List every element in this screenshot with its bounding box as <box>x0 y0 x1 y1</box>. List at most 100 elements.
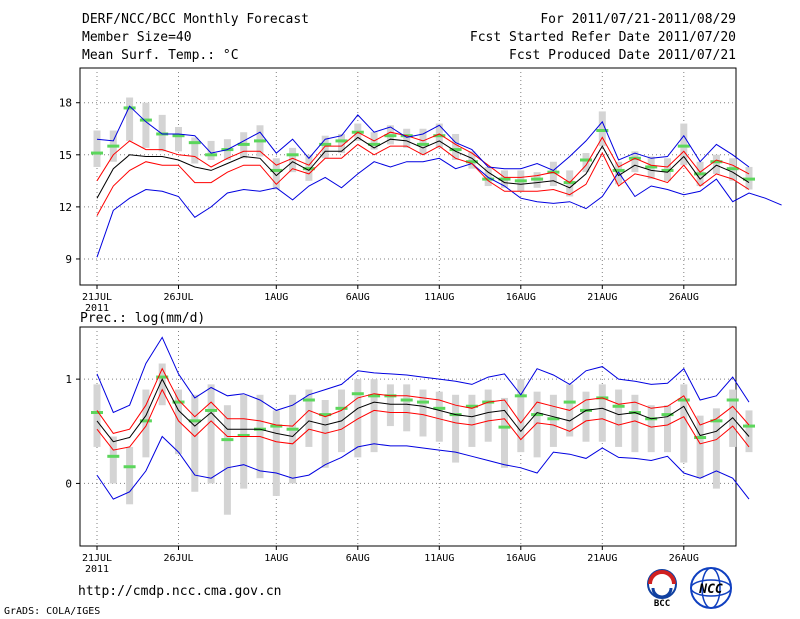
p2-ensemble-box <box>403 384 411 432</box>
p2-median-mark <box>417 400 429 404</box>
p1-median-mark <box>661 168 674 172</box>
p1-median-mark <box>172 134 185 138</box>
p1-ensemble-box <box>272 158 280 190</box>
p2-ensemble-box <box>549 394 557 447</box>
p2-ensemble-box <box>664 405 671 453</box>
p2-median-mark <box>726 398 739 402</box>
p1-median-mark <box>465 160 478 164</box>
p2-ensemble-box <box>109 436 117 484</box>
p2-median-mark <box>123 465 136 469</box>
forecast-period: For 2011/07/21-2011/08/29 <box>540 12 736 27</box>
variable-label-precip: Prec.: log(mm/d) <box>80 311 206 326</box>
p1-median-mark <box>139 118 152 122</box>
p1-ensemble-box <box>191 137 199 164</box>
p2-x-tick-label: 21AUG <box>587 553 617 564</box>
p2-median-mark <box>465 404 478 408</box>
p1-x-tick-label: 16AUG <box>506 292 536 303</box>
grads-credit: GrADS: COLA/IGES <box>4 606 101 617</box>
variable-label-temperature: Mean Surf. Temp.: °C <box>82 48 239 63</box>
p1-ensemble-box <box>207 140 215 161</box>
p2-median-mark <box>710 419 723 423</box>
p2-ensemble-box <box>745 410 753 453</box>
p1-series-lower <box>96 143 750 216</box>
p1-ensemble-box <box>93 130 101 167</box>
p2-median-mark <box>107 454 120 458</box>
bcc-logo-text: BCC <box>654 599 670 608</box>
p1-series-max-envelope <box>96 105 750 171</box>
p1-median-mark <box>612 168 625 172</box>
p2-ensemble-box <box>582 391 590 442</box>
p1-y-tick-label: 12 <box>59 201 72 214</box>
p1-median-mark <box>677 144 690 148</box>
chart-title: DERF/NCC/BCC Monthly Forecast <box>82 12 309 27</box>
p2-ensemble-box <box>419 389 427 437</box>
p1-median-mark <box>645 165 658 169</box>
p2-x-tick-label: 16AUG <box>506 553 536 564</box>
p2-ensemble-box <box>370 379 378 453</box>
p1-ensemble-box <box>598 111 606 147</box>
p1-ensemble-box <box>419 128 427 155</box>
p2-ensemble-box <box>289 394 297 484</box>
p2-ensemble-box <box>484 389 492 442</box>
p1-median-mark <box>743 177 755 181</box>
p2-ensemble-box <box>647 405 655 453</box>
p2-median-mark <box>612 404 625 408</box>
p2-series-max-envelope <box>96 336 750 414</box>
p2-median-mark <box>677 398 690 402</box>
source-url[interactable]: http://cmdp.ncc.cma.gov.cn <box>78 584 282 599</box>
p2-median-mark <box>156 375 169 379</box>
p1-x-tick-label: 26JUL <box>163 292 193 303</box>
p2-median-mark <box>172 400 185 404</box>
p2-median-mark <box>221 438 234 442</box>
p2-median-mark <box>433 406 446 410</box>
p2-series-upper <box>96 367 750 434</box>
p2-ensemble-box <box>386 384 394 427</box>
bcc-logo: BCC <box>647 569 677 608</box>
p1-ensemble-box <box>142 102 150 148</box>
p2-median-mark <box>368 394 381 398</box>
p1-median-mark <box>710 160 723 164</box>
p2-median-mark <box>205 408 218 412</box>
p1-series-upper <box>96 131 750 184</box>
p1-median-mark <box>254 139 266 143</box>
p1-ensemble-box <box>582 153 590 173</box>
p1-ensemble-box <box>712 154 720 174</box>
p2-x-tick-label: 26AUG <box>669 553 699 564</box>
p2-median-mark <box>286 427 299 431</box>
p2-median-mark <box>139 419 152 423</box>
p2-median-mark <box>563 400 576 404</box>
p2-ensemble-box <box>305 389 313 447</box>
p1-median-mark <box>726 167 739 171</box>
p2-median-mark <box>351 392 364 396</box>
p1-median-mark <box>107 144 120 148</box>
p1-y-tick-label: 15 <box>59 149 72 162</box>
p1-ensemble-box <box>338 133 345 154</box>
p2-x-tick-label: 11AUG <box>424 553 454 564</box>
p2-x-tick-label: 6AUG <box>346 553 370 564</box>
p1-median-mark <box>237 142 250 146</box>
p2-ensemble-box <box>533 391 541 458</box>
p1-ensemble-box <box>549 161 557 187</box>
p1-ensemble-box <box>175 127 182 152</box>
p2-ensemble-box <box>598 384 606 442</box>
p2-median-mark <box>547 417 560 421</box>
p1-median-mark <box>482 177 495 181</box>
p2-median-mark <box>319 413 332 417</box>
fcst-produced-date: Fcst Produced Date 2011/07/21 <box>509 48 736 63</box>
ncc-logo: NCC <box>690 567 732 609</box>
p1-ensemble-box <box>289 147 297 173</box>
p1-series-mean <box>96 136 750 199</box>
p2-ensemble-box <box>680 384 688 463</box>
p2-ensemble-box <box>452 394 460 463</box>
p2-ensemble-box <box>158 363 166 406</box>
p1-median-mark <box>368 142 381 146</box>
p2-ensemble-box <box>712 408 720 489</box>
p2-ensemble-box <box>93 384 101 447</box>
p2-median-mark <box>743 424 755 428</box>
p1-x-year-label: 2011 <box>85 303 109 314</box>
p1-median-mark <box>270 168 283 172</box>
p1-x-tick-label: 21JUL <box>82 292 112 303</box>
p1-ensemble-box <box>452 133 460 161</box>
p2-ensemble-box <box>207 384 215 484</box>
